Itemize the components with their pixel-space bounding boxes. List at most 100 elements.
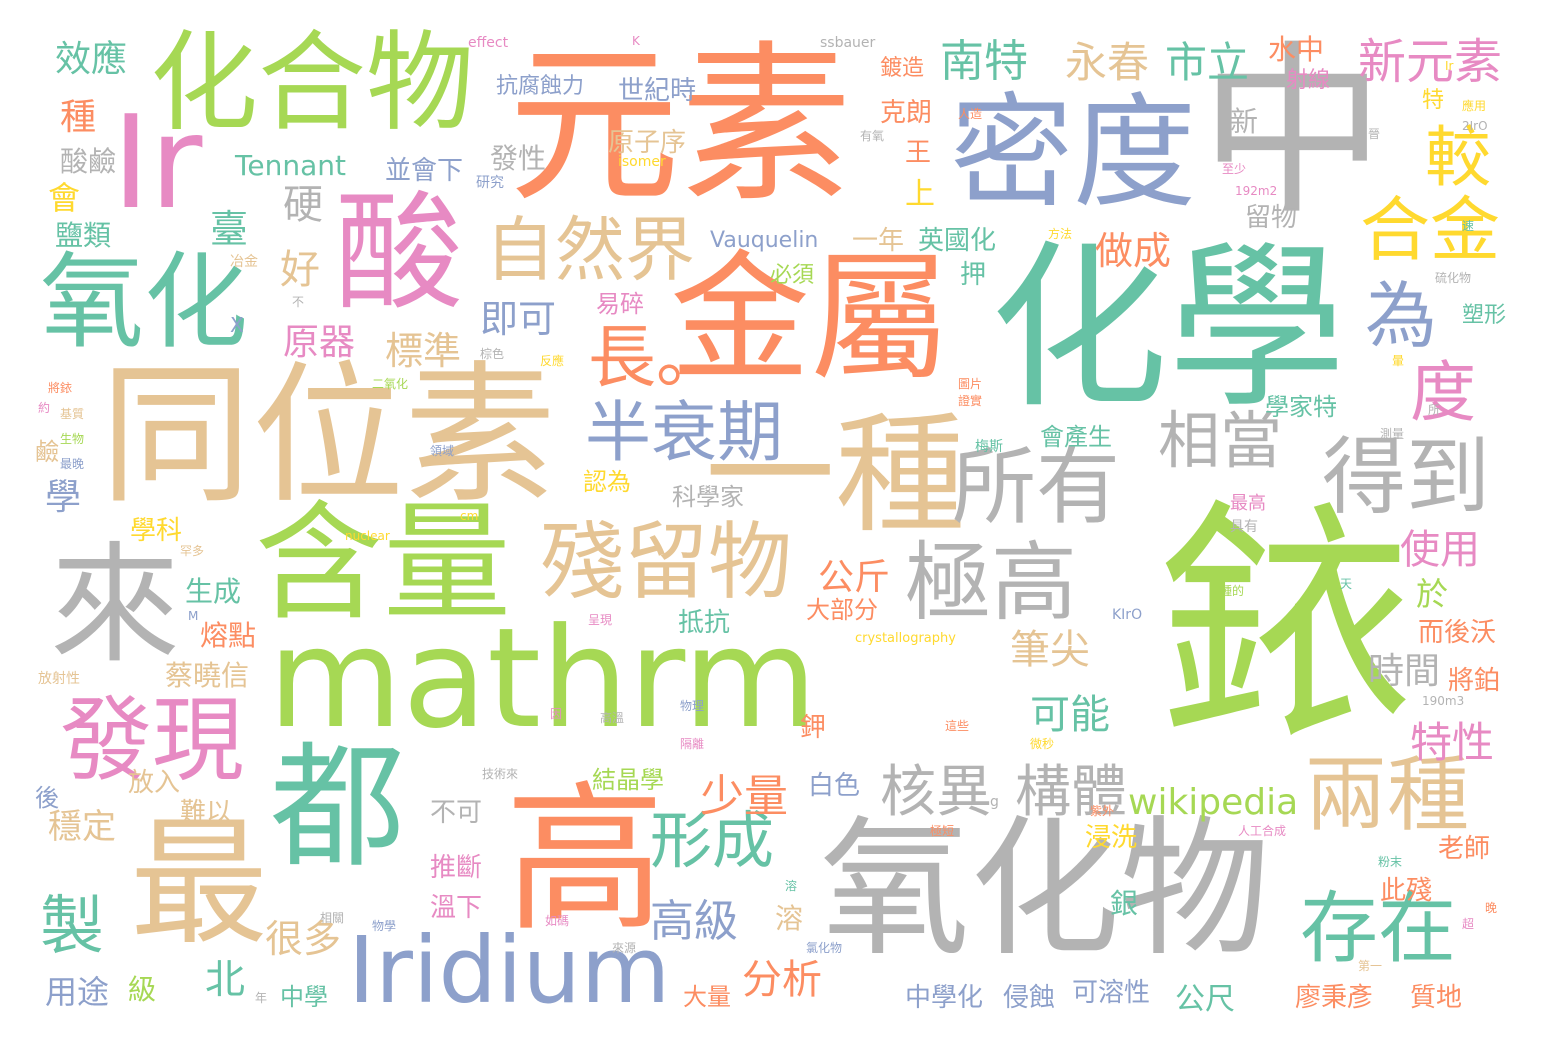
cloud-word: 穩定: [48, 807, 116, 847]
cloud-word: 微秒: [1030, 737, 1055, 751]
cloud-word: 自然界: [485, 209, 695, 291]
cloud-word: 鍍造: [880, 56, 925, 81]
cloud-word: 半衰期: [585, 394, 783, 471]
cloud-word: 氯化物: [806, 941, 843, 955]
cloud-word: 學家特: [1265, 393, 1337, 421]
cloud-word: 速: [1462, 219, 1475, 233]
cloud-word: 領域: [430, 444, 455, 458]
cloud-word: 推斷: [430, 853, 483, 883]
cloud-word: 市立: [1165, 38, 1250, 87]
cloud-word: 效應: [55, 39, 128, 80]
cloud-word: 因: [550, 707, 563, 721]
cloud-word: 可溶性: [1072, 978, 1151, 1008]
cloud-word: 發現: [60, 687, 245, 794]
cloud-word: 筆尖: [1010, 627, 1090, 673]
cloud-word: isomer: [618, 154, 666, 170]
cloud-word: 基質: [60, 407, 85, 421]
cloud-word: 化合物: [150, 21, 475, 146]
cloud-word: 上: [905, 177, 935, 212]
cloud-word: 白色: [808, 771, 861, 801]
cloud-word: 極高: [905, 533, 1077, 633]
cloud-word: g: [990, 794, 999, 810]
cloud-word: 臺: [210, 207, 249, 251]
cloud-word: 物理: [680, 699, 705, 713]
cloud-word: 大量: [683, 983, 731, 1011]
cloud-word: K: [632, 34, 640, 48]
cloud-word: 水中: [1268, 33, 1325, 66]
cloud-word: 有氧: [860, 129, 885, 143]
cloud-word: 測量: [1380, 427, 1405, 441]
cloud-word: 易碎: [596, 290, 644, 318]
cloud-word: 會產生: [1040, 423, 1112, 451]
cloud-word: 高溫: [600, 711, 625, 725]
cloud-word: 押: [960, 260, 987, 290]
cloud-word: 高級: [650, 896, 738, 947]
cloud-word: 暈: [1392, 354, 1405, 368]
cloud-word: 老師: [1438, 834, 1491, 864]
cloud-word: 此殘: [1380, 876, 1433, 906]
cloud-word: 氧化: [40, 241, 249, 363]
cloud-word: 存在: [1300, 884, 1457, 974]
cloud-word: 新元素: [1358, 34, 1503, 90]
cloud-word: 2IrO: [1462, 119, 1488, 133]
cloud-word: 密度: [950, 82, 1196, 225]
cloud-word: 梅斯: [975, 439, 1003, 455]
cloud-word: 標準: [385, 329, 462, 373]
cloud-word: 做成: [1095, 229, 1172, 273]
cloud-word: 結晶學: [592, 766, 664, 794]
cloud-word: 鹽類: [55, 219, 112, 252]
cloud-word: 冶金: [230, 254, 258, 270]
cloud-word: 圖片: [958, 377, 983, 391]
cloud-word: 鹼: [35, 438, 59, 466]
cloud-word: 熔點: [200, 619, 257, 652]
cloud-word: 硫化物: [1435, 271, 1472, 285]
cloud-word: 種: [60, 97, 97, 138]
cloud-word: 證實: [958, 394, 983, 408]
cloud-word: 都: [270, 729, 405, 886]
cloud-word: 留物: [1245, 203, 1298, 233]
cloud-word: 發性: [490, 142, 547, 175]
cloud-word: 年: [255, 991, 268, 1005]
cloud-word: 反應: [540, 354, 565, 368]
cloud-word: 192m2: [1235, 184, 1278, 198]
cloud-word: 公斤: [818, 557, 891, 598]
cloud-word: 王: [905, 138, 932, 168]
cloud-word: 最: [130, 803, 269, 964]
cloud-word: 人工合成: [1238, 824, 1287, 838]
cloud-word: 質地: [1410, 983, 1463, 1013]
cloud-word: 原器: [283, 322, 356, 363]
cloud-word: Ir: [1445, 59, 1454, 73]
cloud-word: 所有: [952, 438, 1121, 536]
cloud-word: 人造: [958, 107, 983, 121]
cloud-word: 銥: [1158, 479, 1414, 776]
cloud-word: 為: [1365, 274, 1438, 358]
cloud-word: 二氧化: [372, 377, 409, 391]
cloud-word: 構體: [1015, 760, 1127, 825]
cloud-word: 永春: [1065, 38, 1150, 87]
cloud-word: 溶: [775, 902, 804, 935]
cloud-word: 必須: [770, 263, 815, 288]
cloud-word: 認為: [583, 468, 631, 496]
cloud-word: 特: [1422, 88, 1445, 113]
cloud-word: 一年: [852, 226, 905, 256]
cloud-word: wikipedia: [1128, 782, 1299, 823]
cloud-word: 相關: [320, 911, 345, 925]
cloud-word: 會: [48, 179, 81, 217]
cloud-word: 最高: [1230, 493, 1266, 514]
cloud-word: 世紀時: [618, 76, 697, 106]
cloud-word: 溫下: [430, 893, 483, 923]
cloud-word: 少量: [700, 771, 788, 822]
cloud-word: KIrO: [1112, 607, 1143, 623]
cloud-word: 而後沃: [1418, 618, 1497, 648]
cloud-word: 隔離: [680, 737, 705, 751]
cloud-word: 用途: [45, 973, 110, 1011]
cloud-word: 190m3: [1422, 694, 1465, 708]
cloud-word: 高: [505, 766, 666, 953]
cloud-word: 即可: [480, 297, 557, 341]
cloud-word: 溶: [785, 879, 798, 893]
cloud-word: 酸: [335, 179, 464, 328]
cloud-word: 廖秉彥: [1295, 983, 1374, 1013]
cloud-word: 放射性: [38, 671, 80, 687]
cloud-word: 很多: [265, 917, 342, 961]
